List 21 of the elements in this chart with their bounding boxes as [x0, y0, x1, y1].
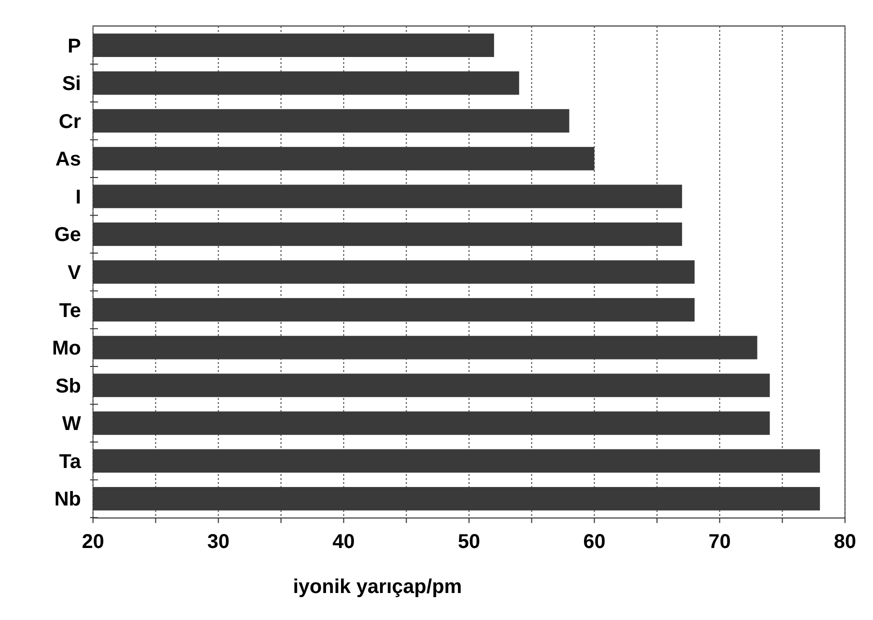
- x-tick-label: 70: [708, 531, 731, 553]
- y-tick-label: Ta: [59, 450, 82, 473]
- x-tick-label: 60: [583, 531, 606, 553]
- x-axis-title: iyonik yarıçap/pm: [293, 576, 462, 598]
- y-tick-label: Ge: [54, 224, 81, 246]
- y-tick-label: Nb: [54, 488, 81, 511]
- y-tick-label: V: [68, 262, 82, 284]
- x-tick-label: 20: [82, 531, 104, 553]
- y-tick-label: Si: [62, 73, 81, 96]
- y-tick-label: Mo: [52, 338, 81, 360]
- y-tick-label: As: [55, 148, 81, 171]
- y-tick-label: Sb: [55, 375, 81, 398]
- y-tick-label: Cr: [58, 110, 82, 133]
- y-tick-label: W: [62, 413, 82, 436]
- y-tick-label: Te: [59, 300, 81, 322]
- x-tick-label: 80: [834, 531, 856, 553]
- y-tick-label: P: [68, 35, 81, 58]
- y-tick-label: I: [75, 186, 81, 208]
- x-tick-label: 30: [207, 531, 230, 553]
- x-tick-label: 50: [458, 531, 480, 553]
- x-tick-label: 40: [332, 531, 355, 553]
